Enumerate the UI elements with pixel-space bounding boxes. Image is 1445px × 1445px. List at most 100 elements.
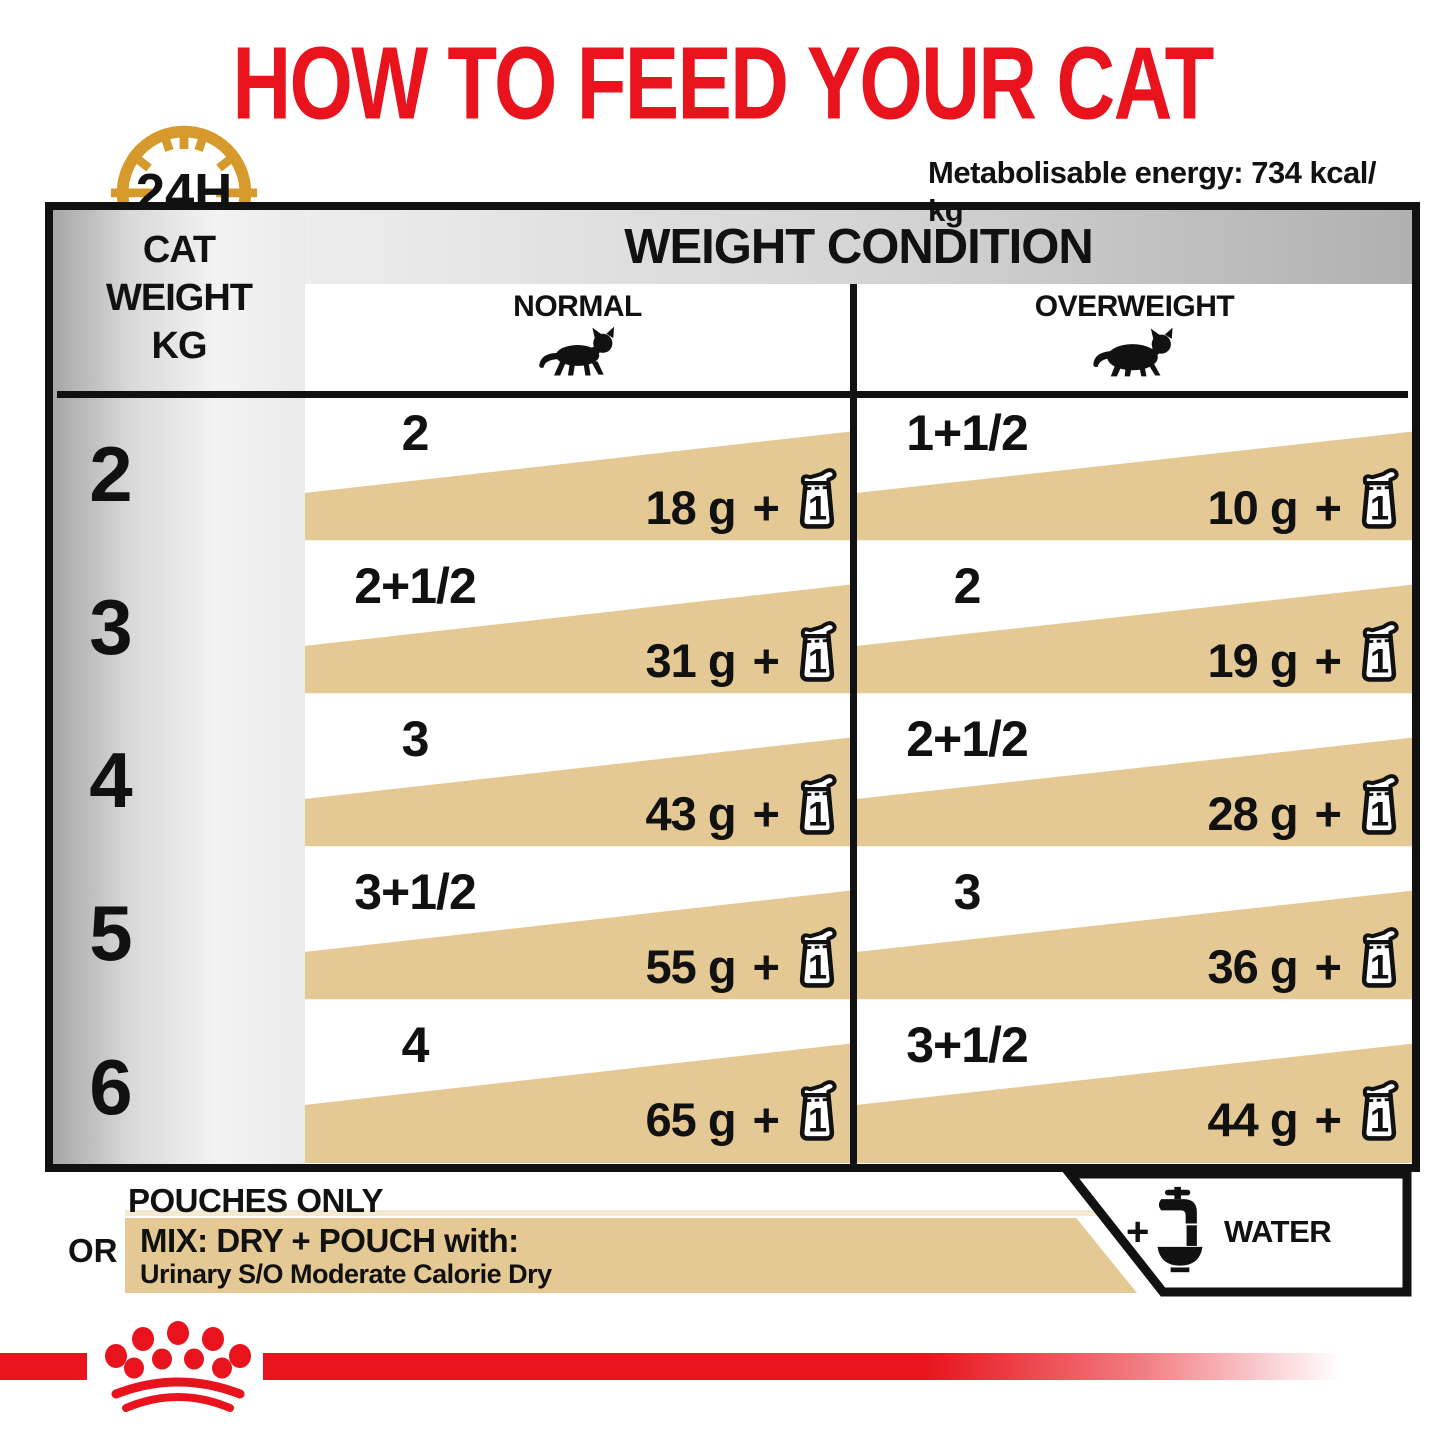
cat-weight-value: 3 — [89, 583, 133, 671]
weight-condition-title: WEIGHT CONDITION — [624, 220, 1094, 274]
cat-weight-value: 5 — [89, 889, 133, 977]
pouch-count: 3+1/2 — [354, 864, 477, 920]
pouch-count: 2 — [953, 558, 982, 614]
cell-normal-4kg: 3 43 g + 1 — [305, 704, 850, 857]
mix-line1: MIX: DRY + POUCH with: — [140, 1222, 519, 1259]
page-title-text: HOW TO FEED YOUR CAT — [232, 25, 1214, 141]
plus-sign: + — [752, 480, 780, 534]
mix-band — [125, 1218, 1137, 1293]
dry-plus-pouch: 55 g + 1 — [645, 927, 839, 999]
plus-sign: + — [1314, 633, 1342, 687]
plus-sign: + — [752, 786, 780, 840]
plus-sign: + — [1314, 1092, 1342, 1146]
royal-canin-crown-logo — [105, 1321, 251, 1412]
pouch-badge: 1 — [1370, 643, 1389, 681]
water-tap-icon — [1157, 1186, 1203, 1273]
pouch-badge: 1 — [1370, 1102, 1389, 1140]
header-divider-line — [57, 391, 1408, 398]
column-header-overweight: OVERWEIGHT — [857, 284, 1412, 391]
pouches-only-label: POUCHES ONLY — [128, 1182, 384, 1219]
pouch-count: 2+1/2 — [354, 558, 477, 614]
pouch-icon: 1 — [799, 468, 837, 529]
plus-sign: + — [1314, 939, 1342, 993]
column-header-normal: NORMAL — [305, 284, 850, 391]
pouch-icon: 1 — [799, 1080, 837, 1141]
dry-grams: 10 g — [1207, 480, 1299, 534]
dry-grams: 36 g — [1207, 939, 1299, 993]
dry-plus-pouch: 43 g + 1 — [645, 774, 839, 846]
plus-sign: + — [752, 1092, 780, 1146]
cat-normal-icon — [539, 326, 615, 376]
weight-condition-header: WEIGHT CONDITION — [305, 210, 1412, 284]
page-title: HOW TO FEED YOUR CAT — [0, 24, 1445, 141]
dry-plus-pouch: 10 g + 1 — [1207, 468, 1401, 540]
dry-grams: 65 g — [645, 1092, 737, 1146]
pouch-icon: 1 — [1361, 468, 1399, 529]
overweight-label: OVERWEIGHT — [1034, 290, 1235, 323]
cat-weight-value: 2 — [89, 430, 133, 518]
brand-stripe-left — [0, 1353, 87, 1380]
feeding-table: CAT WEIGHT KG 2 3 4 5 6 WEIGHT CONDITION… — [45, 202, 1420, 1172]
cat-weight-value: 6 — [89, 1042, 133, 1131]
dry-plus-pouch: 36 g + 1 — [1207, 927, 1401, 999]
dry-grams: 31 g — [645, 633, 737, 687]
pouch-badge: 1 — [1370, 796, 1389, 834]
cat-overweight-icon — [1093, 327, 1173, 377]
pouch-icon: 1 — [799, 774, 837, 835]
dry-grams: 18 g — [645, 480, 737, 534]
dry-plus-pouch: 28 g + 1 — [1207, 774, 1401, 846]
water-panel — [1060, 1169, 1412, 1297]
pouch-badge: 1 — [808, 796, 827, 834]
dry-grams: 19 g — [1207, 633, 1299, 687]
column-divider-line — [850, 284, 857, 1164]
cat-weight-value: 4 — [89, 736, 133, 824]
cell-overweight-6kg: 3+1/2 44 g + 1 — [857, 1010, 1412, 1163]
dry-plus-pouch: 65 g + 1 — [645, 1080, 839, 1152]
cat-weight-heading-line2: WEIGHT — [106, 277, 253, 319]
energy-line1: Metabolisable energy: 734 kcal/ — [928, 155, 1377, 190]
pouch-count: 1+1/2 — [906, 405, 1029, 461]
dry-grams: 55 g — [645, 939, 737, 993]
pouch-icon: 1 — [1361, 927, 1399, 988]
cat-weight-column: CAT WEIGHT KG 2 3 4 5 6 — [53, 210, 305, 1164]
cell-normal-2kg: 2 18 g + 1 — [305, 398, 850, 551]
cat-weight-heading: CAT WEIGHT KG — [53, 226, 305, 370]
cat-weight-heading-line1: CAT — [142, 229, 216, 271]
plus-sign: + — [752, 633, 780, 687]
or-label: OR — [68, 1232, 118, 1269]
pouch-icon: 1 — [1361, 1080, 1399, 1141]
normal-label: NORMAL — [513, 290, 642, 323]
pouch-badge: 1 — [1370, 490, 1389, 528]
mix-band-highlight — [125, 1210, 1125, 1216]
pouch-count: 2+1/2 — [906, 711, 1029, 767]
pouch-count: 3 — [401, 711, 430, 767]
pouch-badge: 1 — [808, 643, 827, 681]
cell-overweight-5kg: 3 36 g + 1 — [857, 857, 1412, 1010]
pouch-badge: 1 — [1370, 949, 1389, 987]
plus-sign: + — [1314, 480, 1342, 534]
energy-line2: kg — [928, 193, 964, 228]
pouch-count: 3+1/2 — [906, 1017, 1029, 1073]
dry-grams: 28 g — [1207, 786, 1299, 840]
plus-sign: + — [1314, 786, 1342, 840]
pouch-icon: 1 — [799, 927, 837, 988]
pouch-badge: 1 — [808, 490, 827, 528]
dry-plus-pouch: 31 g + 1 — [645, 621, 839, 693]
plus-sign: + — [752, 939, 780, 993]
cell-normal-6kg: 4 65 g + 1 — [305, 1010, 850, 1163]
water-plus-sign: + — [1126, 1210, 1150, 1254]
brand-stripe-right — [263, 1353, 1363, 1380]
dry-plus-pouch: 18 g + 1 — [645, 468, 839, 540]
pouch-badge: 1 — [808, 949, 827, 987]
pouch-icon: 1 — [799, 621, 837, 682]
cell-overweight-3kg: 2 19 g + 1 — [857, 551, 1412, 704]
pouch-icon: 1 — [1361, 774, 1399, 835]
cell-normal-5kg: 3+1/2 55 g + 1 — [305, 857, 850, 1010]
cell-normal-3kg: 2+1/2 31 g + 1 — [305, 551, 850, 704]
pouch-count: 3 — [953, 864, 982, 920]
dry-plus-pouch: 44 g + 1 — [1208, 1080, 1401, 1152]
pouch-icon: 1 — [1361, 621, 1399, 682]
dry-grams: 43 g — [645, 786, 737, 840]
water-label: WATER — [1224, 1214, 1332, 1249]
